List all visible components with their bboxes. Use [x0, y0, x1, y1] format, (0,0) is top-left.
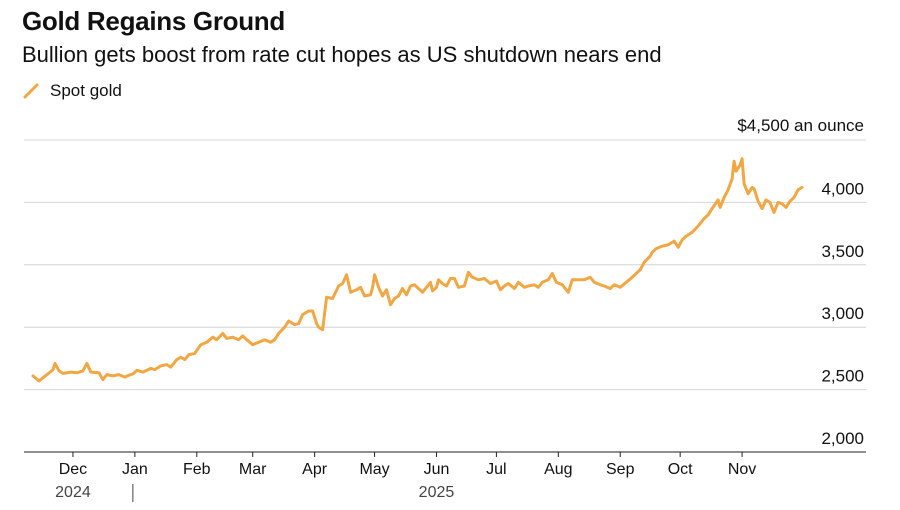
- x-tick-label: Oct: [668, 461, 693, 478]
- x-axis: Dec Jan Feb Mar Apr May Jun Jul Aug Sep Oct Nov 2024…: [24, 451, 866, 502]
- x-tick-label: Nov: [728, 461, 756, 478]
- y-tick-label: 4,000: [821, 179, 864, 198]
- x-tick-label: Aug: [544, 461, 572, 478]
- x-tick-label: Sep: [606, 461, 635, 478]
- x-tick-label: May: [359, 461, 389, 478]
- year-label: 2024: [55, 484, 91, 501]
- y-tick-label: 2,000: [821, 429, 864, 448]
- spot-gold-series-line: [31, 157, 804, 383]
- x-tick-label: Apr: [302, 461, 328, 478]
- legend-swatch-icon: [23, 83, 39, 99]
- x-tick-label: Feb: [183, 461, 211, 478]
- y-axis-unit-label: $4,500 an ounce: [737, 116, 864, 135]
- x-tick-label: Jan: [122, 461, 148, 478]
- series-layer: [31, 157, 804, 383]
- chart-title: Gold Regains Ground: [22, 6, 285, 36]
- y-axis: 4,000 3,500 3,000 2,500 2,000: [821, 179, 864, 448]
- legend-label: Spot gold: [50, 81, 122, 100]
- x-tick-label: Dec: [59, 461, 87, 478]
- y-tick-label: 3,500: [821, 242, 864, 261]
- year-label: 2025: [419, 484, 455, 501]
- y-tick-label: 3,000: [821, 304, 864, 323]
- y-tick-label: 2,500: [821, 367, 864, 386]
- x-tick-label: Jul: [486, 461, 506, 478]
- grid-lines: [24, 139, 866, 453]
- chart-subtitle: Bullion gets boost from rate cut hopes a…: [22, 42, 662, 67]
- legend: Spot gold: [22, 80, 122, 102]
- x-tick-label: Jun: [424, 461, 450, 478]
- x-tick-label: Mar: [239, 461, 267, 478]
